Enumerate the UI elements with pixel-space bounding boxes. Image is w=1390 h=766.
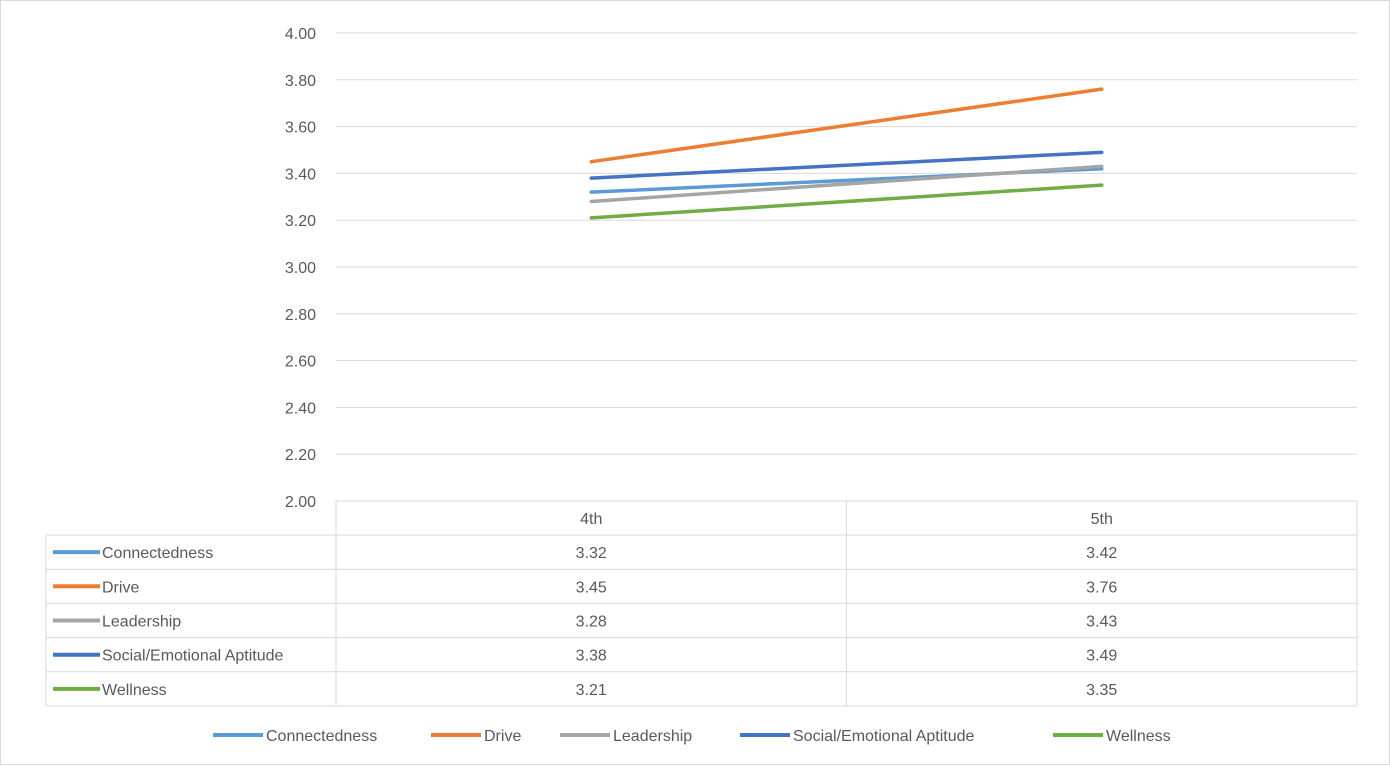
y-tick-label: 2.20 [285,447,316,464]
y-tick-label: 2.60 [285,354,316,371]
table-cell-value: 3.28 [576,614,607,631]
table-row-label: Connectedness [102,545,213,562]
y-tick-label: 3.20 [285,213,316,230]
legend-label: Drive [484,728,521,745]
table-cell-value: 3.42 [1086,545,1117,562]
series-line [589,150,1104,180]
table-cell-value: 3.43 [1086,614,1117,631]
series-line [589,87,1104,164]
table-row-label: Leadership [102,614,181,631]
legend-label: Social/Emotional Aptitude [793,728,975,745]
table-cell-value: 3.32 [576,545,607,562]
table-cell-value: 3.35 [1086,682,1117,699]
table-cell-value: 3.38 [576,648,607,665]
y-tick-label: 3.00 [285,260,316,277]
table-cell-value: 3.76 [1086,579,1117,596]
legend-label: Wellness [1106,728,1171,745]
table-row-label: Drive [102,579,139,596]
x-category-label: 4th [580,511,602,528]
table-cell-value: 3.21 [576,682,607,699]
legend-label: Leadership [613,728,692,745]
y-tick-label: 3.80 [285,73,316,90]
table-cell-value: 3.49 [1086,648,1117,665]
y-tick-label: 4.00 [285,26,316,43]
table-row-label: Social/Emotional Aptitude [102,648,284,665]
x-category-label: 5th [1091,511,1113,528]
table-row-label: Wellness [102,682,167,699]
y-tick-label: 2.40 [285,400,316,417]
series-line [589,183,1104,220]
y-tick-label: 2.00 [285,494,316,511]
y-tick-label: 2.80 [285,307,316,324]
series-line [589,164,1104,204]
y-tick-label: 3.60 [285,120,316,137]
table-cell-value: 3.45 [576,579,607,596]
legend-label: Connectedness [266,728,377,745]
y-tick-label: 3.40 [285,166,316,183]
